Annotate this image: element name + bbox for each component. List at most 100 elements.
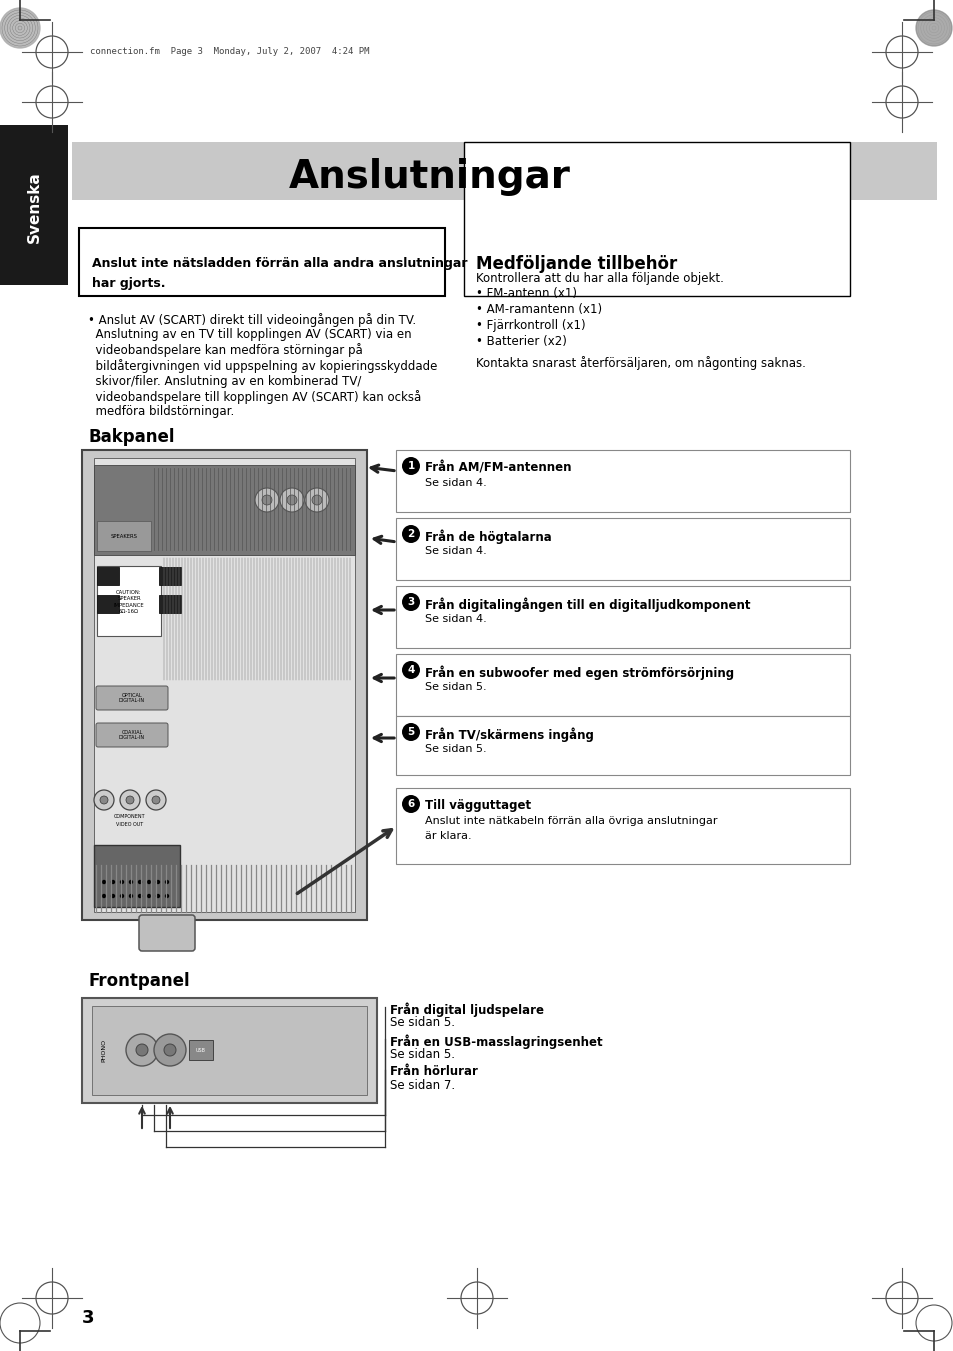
FancyBboxPatch shape [0, 126, 68, 285]
FancyBboxPatch shape [82, 450, 367, 920]
FancyBboxPatch shape [94, 465, 355, 555]
Text: Se sidan 4.: Se sidan 4. [424, 546, 486, 557]
Text: Se sidan 7.: Se sidan 7. [390, 1079, 455, 1092]
Text: • Fjärrkontroll (x1): • Fjärrkontroll (x1) [476, 319, 585, 332]
Text: medföra bildstörningar.: medföra bildstörningar. [88, 405, 234, 419]
Text: Från digitalingången till en digitalljudkomponent: Från digitalingången till en digitalljud… [424, 597, 750, 612]
FancyBboxPatch shape [395, 788, 849, 865]
Circle shape [401, 723, 419, 740]
Text: videobandspelare till kopplingen AV (SCART) kan också: videobandspelare till kopplingen AV (SCA… [88, 390, 421, 404]
Circle shape [100, 796, 108, 804]
Text: • Anslut AV (SCART) direkt till videoingången på din TV.: • Anslut AV (SCART) direkt till videoing… [88, 313, 416, 327]
Text: • FM-antenn (x1): • FM-antenn (x1) [476, 286, 577, 300]
Circle shape [254, 488, 278, 512]
Text: INFO: INFO [597, 173, 624, 182]
Text: Frontpanel: Frontpanel [88, 971, 190, 990]
Circle shape [111, 880, 115, 884]
Circle shape [305, 488, 329, 512]
Text: Anslut inte nätsladden förrän alla andra anslutningar
har gjorts.: Anslut inte nätsladden förrän alla andra… [91, 257, 467, 290]
Circle shape [401, 457, 419, 476]
Text: • AM-ramantenn (x1): • AM-ramantenn (x1) [476, 303, 601, 316]
Text: COAXIAL
DIGITAL-IN: COAXIAL DIGITAL-IN [119, 730, 145, 740]
Circle shape [137, 880, 142, 884]
FancyBboxPatch shape [395, 716, 849, 775]
Text: Anslutning av en TV till kopplingen AV (SCART) via en: Anslutning av en TV till kopplingen AV (… [88, 328, 411, 340]
Circle shape [137, 894, 142, 898]
Circle shape [152, 796, 160, 804]
Text: Se sidan 5.: Se sidan 5. [390, 1048, 455, 1061]
FancyBboxPatch shape [97, 567, 119, 585]
Circle shape [111, 894, 115, 898]
FancyBboxPatch shape [395, 586, 849, 648]
Text: 5: 5 [407, 727, 415, 738]
Circle shape [94, 790, 113, 811]
Text: connection.fm  Page 3  Monday, July 2, 2007  4:24 PM: connection.fm Page 3 Monday, July 2, 200… [90, 47, 369, 57]
Text: Från en subwoofer med egen strömförsörjning: Från en subwoofer med egen strömförsörjn… [424, 665, 734, 680]
Text: Anslutningar: Anslutningar [289, 158, 570, 196]
Text: OPTICAL
DIGITAL-IN: OPTICAL DIGITAL-IN [119, 693, 145, 704]
Circle shape [120, 894, 124, 898]
Circle shape [312, 494, 322, 505]
Circle shape [401, 593, 419, 611]
Circle shape [280, 488, 304, 512]
Circle shape [155, 880, 160, 884]
FancyBboxPatch shape [395, 517, 849, 580]
Circle shape [147, 894, 151, 898]
Circle shape [147, 880, 151, 884]
FancyBboxPatch shape [395, 654, 849, 716]
Circle shape [120, 790, 140, 811]
FancyBboxPatch shape [463, 142, 849, 296]
FancyBboxPatch shape [94, 458, 355, 912]
Circle shape [129, 894, 133, 898]
FancyBboxPatch shape [189, 1040, 213, 1061]
Text: Se sidan 4.: Se sidan 4. [424, 613, 486, 624]
Circle shape [401, 794, 419, 813]
Text: 2: 2 [407, 530, 415, 539]
Text: Från AM/FM-antennen: Från AM/FM-antennen [424, 461, 571, 474]
FancyBboxPatch shape [79, 228, 444, 296]
Text: Se sidan 5.: Se sidan 5. [424, 682, 486, 692]
Text: Från hörlurar: Från hörlurar [390, 1065, 477, 1078]
Text: Till vägguttaget: Till vägguttaget [424, 798, 531, 812]
FancyBboxPatch shape [82, 998, 376, 1102]
Circle shape [126, 796, 133, 804]
FancyBboxPatch shape [71, 142, 936, 200]
FancyBboxPatch shape [96, 723, 168, 747]
FancyBboxPatch shape [590, 168, 630, 186]
Text: Bakpanel: Bakpanel [88, 428, 174, 446]
Circle shape [401, 526, 419, 543]
Text: SPEAKERS: SPEAKERS [111, 534, 137, 539]
Text: Från TV/skärmens ingång: Från TV/skärmens ingång [424, 727, 594, 742]
Text: bildåtergivningen vid uppspelning av kopieringsskyddade: bildåtergivningen vid uppspelning av kop… [88, 359, 436, 373]
Circle shape [120, 880, 124, 884]
Text: VIDEO OUT: VIDEO OUT [116, 821, 144, 827]
Circle shape [136, 1044, 148, 1056]
Text: Kontrollera att du har alla följande objekt.: Kontrollera att du har alla följande obj… [476, 272, 723, 285]
Text: USB: USB [195, 1047, 206, 1052]
FancyBboxPatch shape [97, 594, 119, 613]
FancyBboxPatch shape [94, 844, 180, 907]
FancyBboxPatch shape [97, 521, 151, 551]
Text: 6: 6 [407, 798, 415, 809]
Text: skivor/filer. Anslutning av en kombinerad TV/: skivor/filer. Anslutning av en kombinera… [88, 374, 361, 388]
Text: Kontakta snarast återförsäljaren, om någonting saknas.: Kontakta snarast återförsäljaren, om någ… [476, 357, 805, 370]
Text: 1: 1 [407, 461, 415, 471]
Circle shape [165, 894, 169, 898]
Circle shape [146, 790, 166, 811]
Text: Från en USB-masslagringsenhet: Från en USB-masslagringsenhet [390, 1034, 602, 1048]
Text: Från de högtalarna: Från de högtalarna [424, 530, 551, 543]
Circle shape [153, 1034, 186, 1066]
Text: 3: 3 [82, 1309, 94, 1327]
FancyBboxPatch shape [395, 450, 849, 512]
Text: är klara.: är klara. [424, 831, 471, 842]
Circle shape [915, 9, 951, 46]
Circle shape [102, 880, 106, 884]
FancyBboxPatch shape [139, 915, 194, 951]
Text: Medföljande tillbehör: Medföljande tillbehör [476, 255, 677, 273]
Text: videobandspelare kan medföra störningar på: videobandspelare kan medföra störningar … [88, 343, 362, 358]
Text: • Batterier (x2): • Batterier (x2) [476, 335, 566, 349]
Circle shape [102, 894, 106, 898]
FancyBboxPatch shape [159, 594, 181, 613]
Text: 4: 4 [407, 665, 415, 676]
Text: Se sidan 4.: Se sidan 4. [424, 478, 486, 488]
